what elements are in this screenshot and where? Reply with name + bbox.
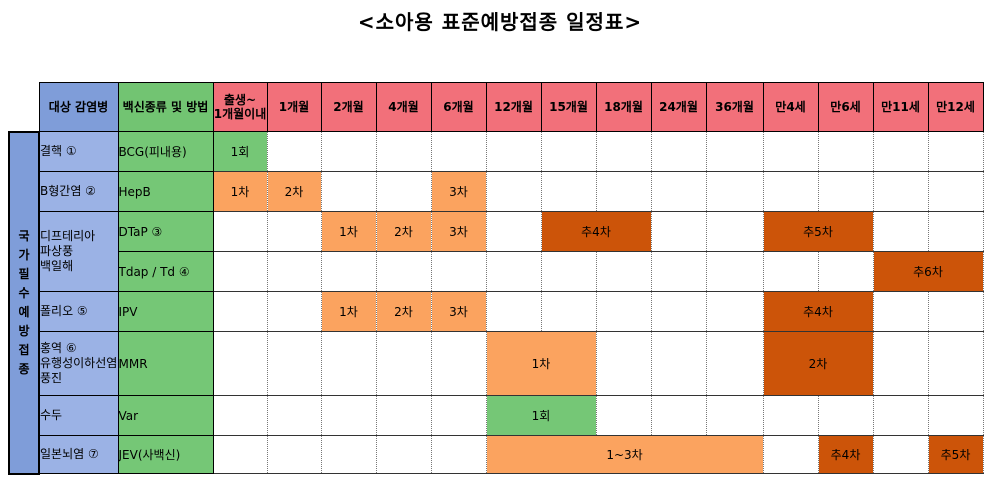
header-age-24m: 24개월 bbox=[650, 82, 707, 132]
vaccine-hepb: HepB bbox=[117, 171, 214, 212]
dose-cell: 3차 bbox=[430, 171, 487, 212]
table-row: 일본뇌염 ⑦ JEV(사백신) 1~3차 추4차 추5차 bbox=[9, 435, 984, 474]
header-age-15m: 15개월 bbox=[540, 82, 597, 132]
dose-cell: 1~3차 bbox=[485, 435, 764, 474]
disease-mmr: 홍역 ⑥ 유행성이하선염 풍진 bbox=[38, 331, 119, 396]
header-age-4y: 만4세 bbox=[762, 82, 819, 132]
vaccine-mmr: MMR bbox=[117, 331, 214, 396]
dose-cell: 1차 bbox=[320, 291, 377, 332]
dose-cell: 추5차 bbox=[927, 435, 984, 474]
disease-jev: 일본뇌염 ⑦ bbox=[38, 435, 119, 474]
disease-tb: 결핵 ① bbox=[38, 131, 119, 172]
dose-cell: 추4차 bbox=[817, 435, 874, 474]
dose-cell: 2차 bbox=[266, 171, 322, 212]
vaccination-schedule-table: 대상 감염병 백신종류 및 방법 출생~ 1개월이내 1개월 2개월 4개월 6… bbox=[8, 82, 984, 475]
dose-cell: 2차 bbox=[375, 291, 432, 332]
header-age-2m: 2개월 bbox=[320, 82, 377, 132]
vaccine-jev: JEV(사백신) bbox=[117, 435, 214, 474]
vaccine-bcg: BCG(피내용) bbox=[117, 131, 214, 172]
dose-cell: 1회 bbox=[485, 395, 597, 436]
header-age-11y: 만11세 bbox=[872, 82, 929, 132]
table-row: 디프테리아 파상풍 백일해 DTaP ③ 1차 2차 3차 추4차 추5차 bbox=[9, 211, 984, 292]
dose-cell: 1차 bbox=[212, 171, 268, 212]
dose-cell: 2차 bbox=[762, 331, 874, 396]
disease-polio: 폴리오 ⑤ bbox=[38, 291, 119, 332]
vaccine-tdap: Tdap / Td ④ bbox=[117, 251, 214, 292]
header-age-36m: 36개월 bbox=[705, 82, 764, 132]
header-age-1m: 1개월 bbox=[266, 82, 322, 132]
vaccine-ipv: IPV bbox=[117, 291, 214, 332]
header-age-6m: 6개월 bbox=[430, 82, 487, 132]
dose-cell: 3차 bbox=[430, 211, 487, 252]
blank-corner bbox=[9, 82, 39, 132]
header-age-birth: 출생~ 1개월이내 bbox=[212, 82, 268, 132]
dose-cell: 추4차 bbox=[540, 211, 652, 252]
dose-cell: 1회 bbox=[212, 131, 268, 172]
header-age-18m: 18개월 bbox=[595, 82, 652, 132]
dose-cell: 1차 bbox=[485, 331, 597, 396]
dose-cell: 추5차 bbox=[762, 211, 874, 252]
dose-cell: 추6차 bbox=[872, 251, 984, 292]
vaccine-var: Var bbox=[117, 395, 214, 436]
disease-dtp: 디프테리아 파상풍 백일해 bbox=[38, 211, 119, 292]
dose-cell: 1차 bbox=[320, 211, 377, 252]
table-row: Tdap / Td ④ 추6차 bbox=[9, 251, 984, 292]
dose-cell: 3차 bbox=[430, 291, 487, 332]
table-row: 홍역 ⑥ 유행성이하선염 풍진 MMR 1차 2차 bbox=[9, 331, 984, 396]
table-row: B형간염 ② HepB 1차 2차 3차 bbox=[9, 171, 984, 212]
table-row: 수두 Var 1회 bbox=[9, 395, 984, 436]
vaccine-dtap: DTaP ③ bbox=[117, 211, 214, 252]
header-vaccine: 백신종류 및 방법 bbox=[117, 82, 214, 132]
header-age-4m: 4개월 bbox=[375, 82, 432, 132]
header-row: 대상 감염병 백신종류 및 방법 출생~ 1개월이내 1개월 2개월 4개월 6… bbox=[9, 82, 984, 132]
dose-cell: 2차 bbox=[375, 211, 432, 252]
header-age-12m: 12개월 bbox=[485, 82, 542, 132]
header-disease: 대상 감염병 bbox=[38, 82, 119, 132]
page-title: <소아용 표준예방접종 일정표> bbox=[357, 10, 643, 34]
disease-hepb: B형간염 ② bbox=[38, 171, 119, 212]
disease-var: 수두 bbox=[38, 395, 119, 436]
header-age-12y: 만12세 bbox=[927, 82, 984, 132]
dose-cell: 추4차 bbox=[762, 291, 874, 332]
table-row: 폴리오 ⑤ IPV 1차 2차 3차 추4차 bbox=[9, 291, 984, 332]
header-age-6y: 만6세 bbox=[817, 82, 874, 132]
